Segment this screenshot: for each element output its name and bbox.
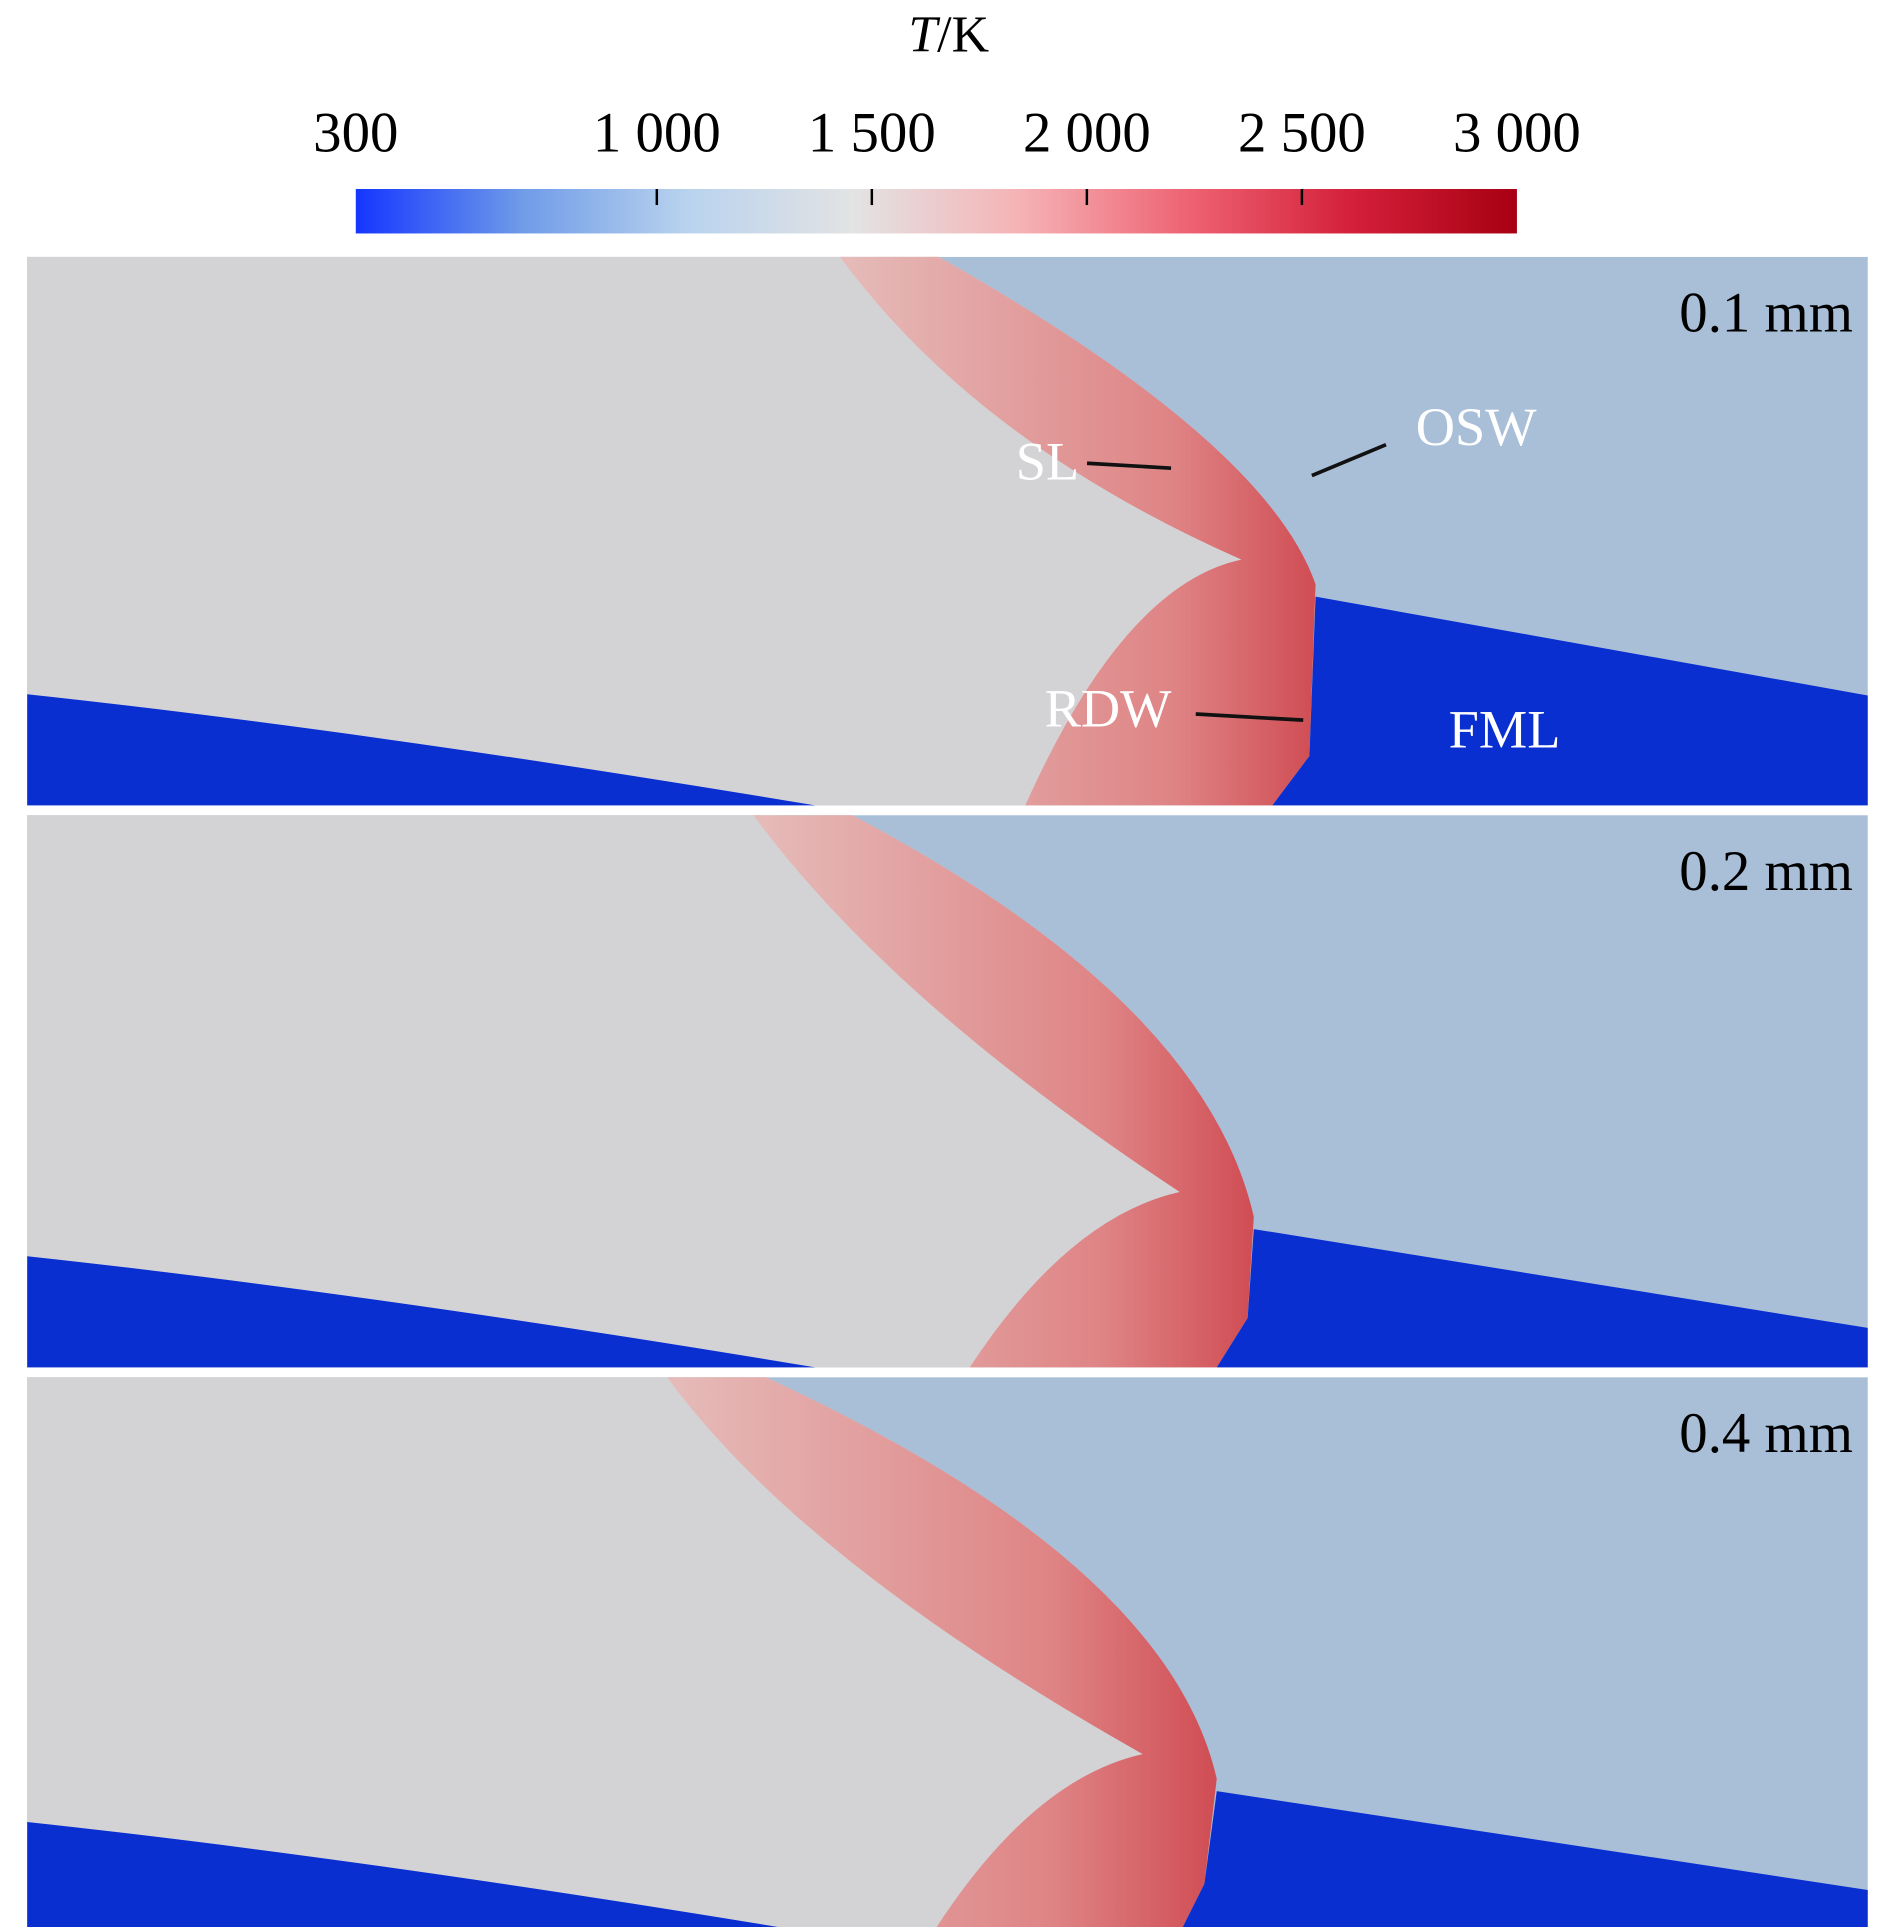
colorbar (355, 188, 1517, 234)
fuel-layer-left (27, 1822, 779, 1927)
annotation-leader (1086, 461, 1172, 471)
panel-label: 0.2 mm (1679, 840, 1853, 903)
colorbar-tick-label: 3 000 (1453, 101, 1581, 164)
annotation-leader (1195, 712, 1304, 723)
contour-panel: 0.1 mm (27, 256, 1868, 806)
panel-label: 0.4 mm (1679, 1402, 1853, 1465)
annotation: RDW (1045, 678, 1172, 738)
colorbar-tick-label: 2 500 (1238, 101, 1366, 164)
fresh-mixture-layer (1182, 1791, 1868, 1927)
fresh-mixture-layer (1272, 596, 1868, 806)
contour-panel: 0.2 mm (27, 815, 1868, 1368)
annotation: OSW (1416, 397, 1537, 457)
colorbar-tick-label: 2 000 (1023, 101, 1151, 164)
annotation-leader (1311, 442, 1387, 478)
annotation: SL (1016, 431, 1079, 491)
detonation-front (753, 815, 1254, 1368)
annotation: FML (1449, 699, 1561, 759)
colorbar-title: T/K (908, 6, 989, 63)
detonation-front (667, 1377, 1217, 1927)
colorbar-tick-label: 1 500 (808, 101, 936, 164)
contour-panel: 0.4 mm (27, 1377, 1868, 1927)
fuel-layer-left (27, 694, 816, 806)
panel-label: 0.1 mm (1679, 282, 1853, 345)
colorbar-tick-label: 300 (313, 101, 398, 164)
detonation-front (840, 256, 1316, 806)
colorbar-tick-label: 1 000 (593, 101, 721, 164)
fresh-mixture-layer (1216, 1229, 1868, 1368)
fuel-layer-left (27, 1256, 816, 1368)
